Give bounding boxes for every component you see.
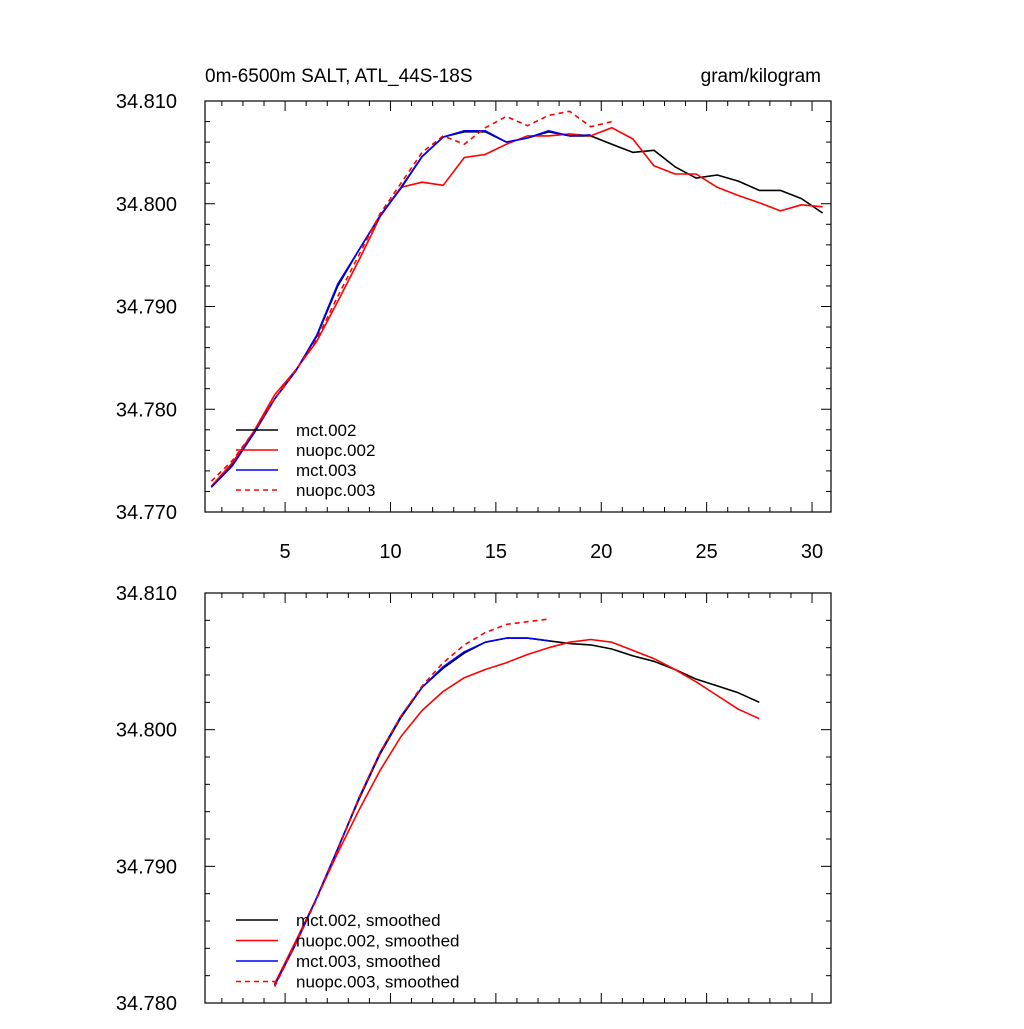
legend: mct.002, smoothed nuopc.002, smoothedmct.… bbox=[236, 911, 460, 992]
chart-panel-1: 5 10 15 20 25 30 34.770 34.780 34.790 34.800 34.81… bbox=[116, 66, 832, 563]
legend-label: mct.002, smoothed bbox=[296, 911, 441, 930]
series-line-2 bbox=[273, 638, 760, 985]
chart-units: gram/kilogram bbox=[701, 66, 821, 87]
y-tick-label: 34.780 bbox=[116, 993, 177, 1015]
x-tick-label: 30 bbox=[801, 541, 823, 563]
legend-label: nuopc.003, smoothed bbox=[296, 973, 460, 992]
x-tick-label: 15 bbox=[485, 541, 507, 563]
y-tick-label: 34.780 bbox=[116, 399, 177, 421]
y-tick-label: 34.770 bbox=[116, 502, 177, 524]
x-tick-label: 20 bbox=[590, 541, 612, 563]
legend-label: mct.003 bbox=[296, 461, 356, 480]
series-group bbox=[210, 110, 824, 488]
y-tick-label: 34.810 bbox=[116, 583, 177, 605]
plot-frame bbox=[204, 592, 832, 1004]
chart-title: 0m-6500m SALT, ATL_44S-18S bbox=[205, 66, 473, 87]
y-tick-label: 34.810 bbox=[116, 91, 177, 113]
x-tick-label: 10 bbox=[379, 541, 401, 563]
x-tick-label: 5 bbox=[280, 541, 291, 563]
y-tick-label: 34.800 bbox=[116, 194, 177, 216]
y-tick-label: 34.790 bbox=[116, 297, 177, 319]
series-line-3 bbox=[210, 130, 591, 488]
chart-panel-2: 34.780 34.790 34.800 34.810 mct.002, smoothe… bbox=[116, 583, 832, 1015]
legend-label: nuopc.002 bbox=[296, 441, 375, 460]
x-tick-label: 25 bbox=[696, 541, 718, 563]
series-line-4 bbox=[210, 110, 612, 482]
series-line-4 bbox=[273, 618, 549, 987]
legend-label: nuopc.003 bbox=[296, 481, 375, 500]
series-group bbox=[273, 618, 760, 987]
legend-label: mct.002 bbox=[296, 421, 356, 440]
legend-label: nuopc.002, smoothed bbox=[296, 932, 460, 951]
legend-label: mct.003, smoothed bbox=[296, 952, 441, 971]
y-tick-label: 34.800 bbox=[116, 720, 177, 742]
y-tick-label: 34.790 bbox=[116, 856, 177, 878]
